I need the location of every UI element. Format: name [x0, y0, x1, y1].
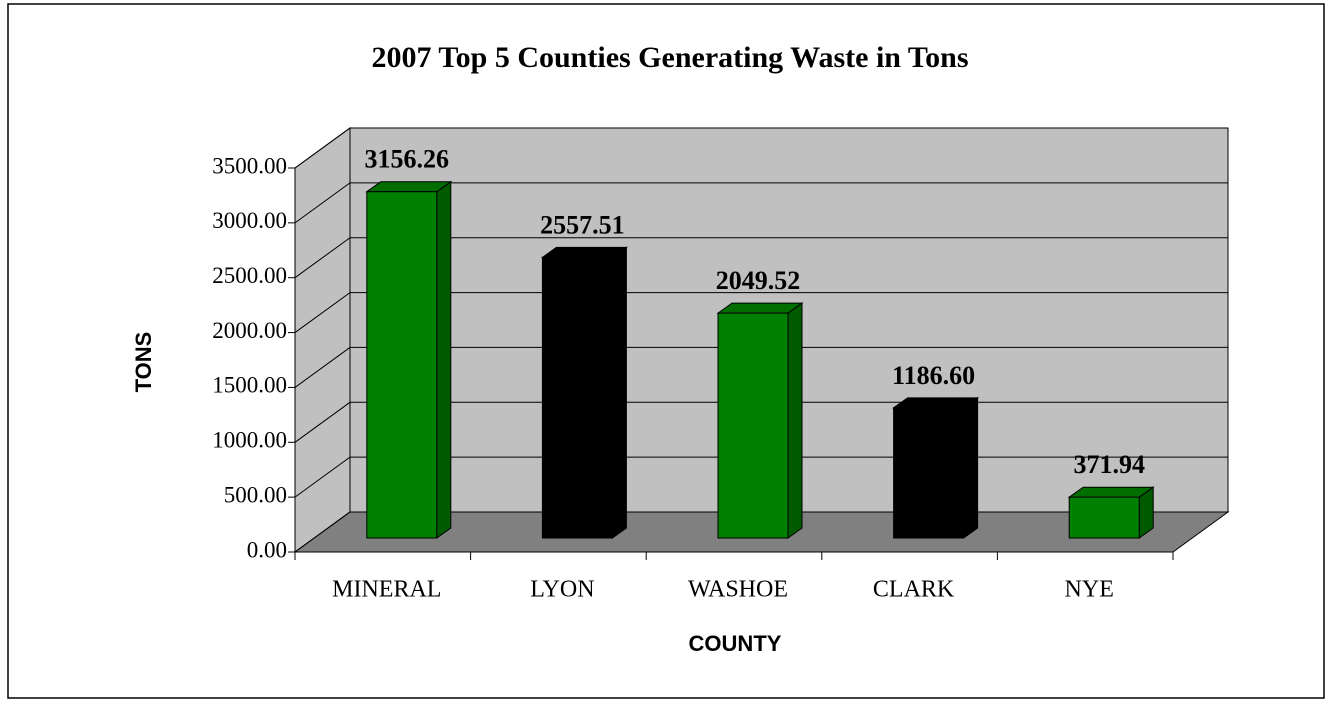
data-label: 2049.52 — [716, 266, 801, 295]
data-label: 3156.26 — [365, 145, 450, 174]
bar-side — [963, 396, 979, 539]
bar-top — [1067, 486, 1155, 498]
y-tick-label: 1000.00 — [212, 428, 287, 453]
bar-top — [365, 181, 453, 193]
bar-top — [540, 246, 628, 258]
chart-title: 2007 Top 5 Counties Generating Waste in … — [371, 41, 968, 74]
data-label: 2557.51 — [540, 210, 625, 239]
bar-side — [611, 246, 627, 539]
y-axis-label: TONS — [131, 332, 156, 393]
y-tick-label: 3000.00 — [212, 208, 287, 233]
x-tick-label: NYE — [1065, 577, 1114, 603]
bar — [366, 191, 438, 539]
bar — [1068, 496, 1140, 539]
y-tick-label: 2000.00 — [212, 318, 287, 343]
x-tick-label: WASHOE — [688, 577, 788, 603]
side-wall — [294, 127, 351, 553]
x-tick-label: CLARK — [873, 577, 955, 603]
bar — [717, 312, 789, 539]
grid-line — [294, 237, 1228, 279]
grid-line — [294, 292, 1228, 333]
x-axis-label: COUNTY — [689, 631, 782, 656]
data-label: 371.94 — [1073, 450, 1145, 479]
y-tick-label: 0.00 — [247, 537, 287, 562]
bar-side — [436, 180, 452, 539]
bar-top — [716, 302, 804, 314]
bar-side — [787, 302, 803, 539]
bar — [541, 256, 613, 539]
x-tick-label: LYON — [530, 577, 594, 603]
y-tick-label: 1500.00 — [212, 373, 287, 398]
data-label: 1186.60 — [892, 361, 975, 390]
grid-line — [294, 346, 1228, 388]
bar-top — [892, 397, 980, 409]
grid-line — [294, 127, 1228, 169]
y-tick-label: 500.00 — [224, 482, 287, 507]
grid-line — [294, 182, 1228, 224]
x-tick-label: MINERAL — [332, 577, 441, 603]
y-tick-label: 3500.00 — [212, 153, 287, 178]
y-tick-label: 2500.00 — [212, 263, 287, 288]
bar — [893, 407, 965, 539]
